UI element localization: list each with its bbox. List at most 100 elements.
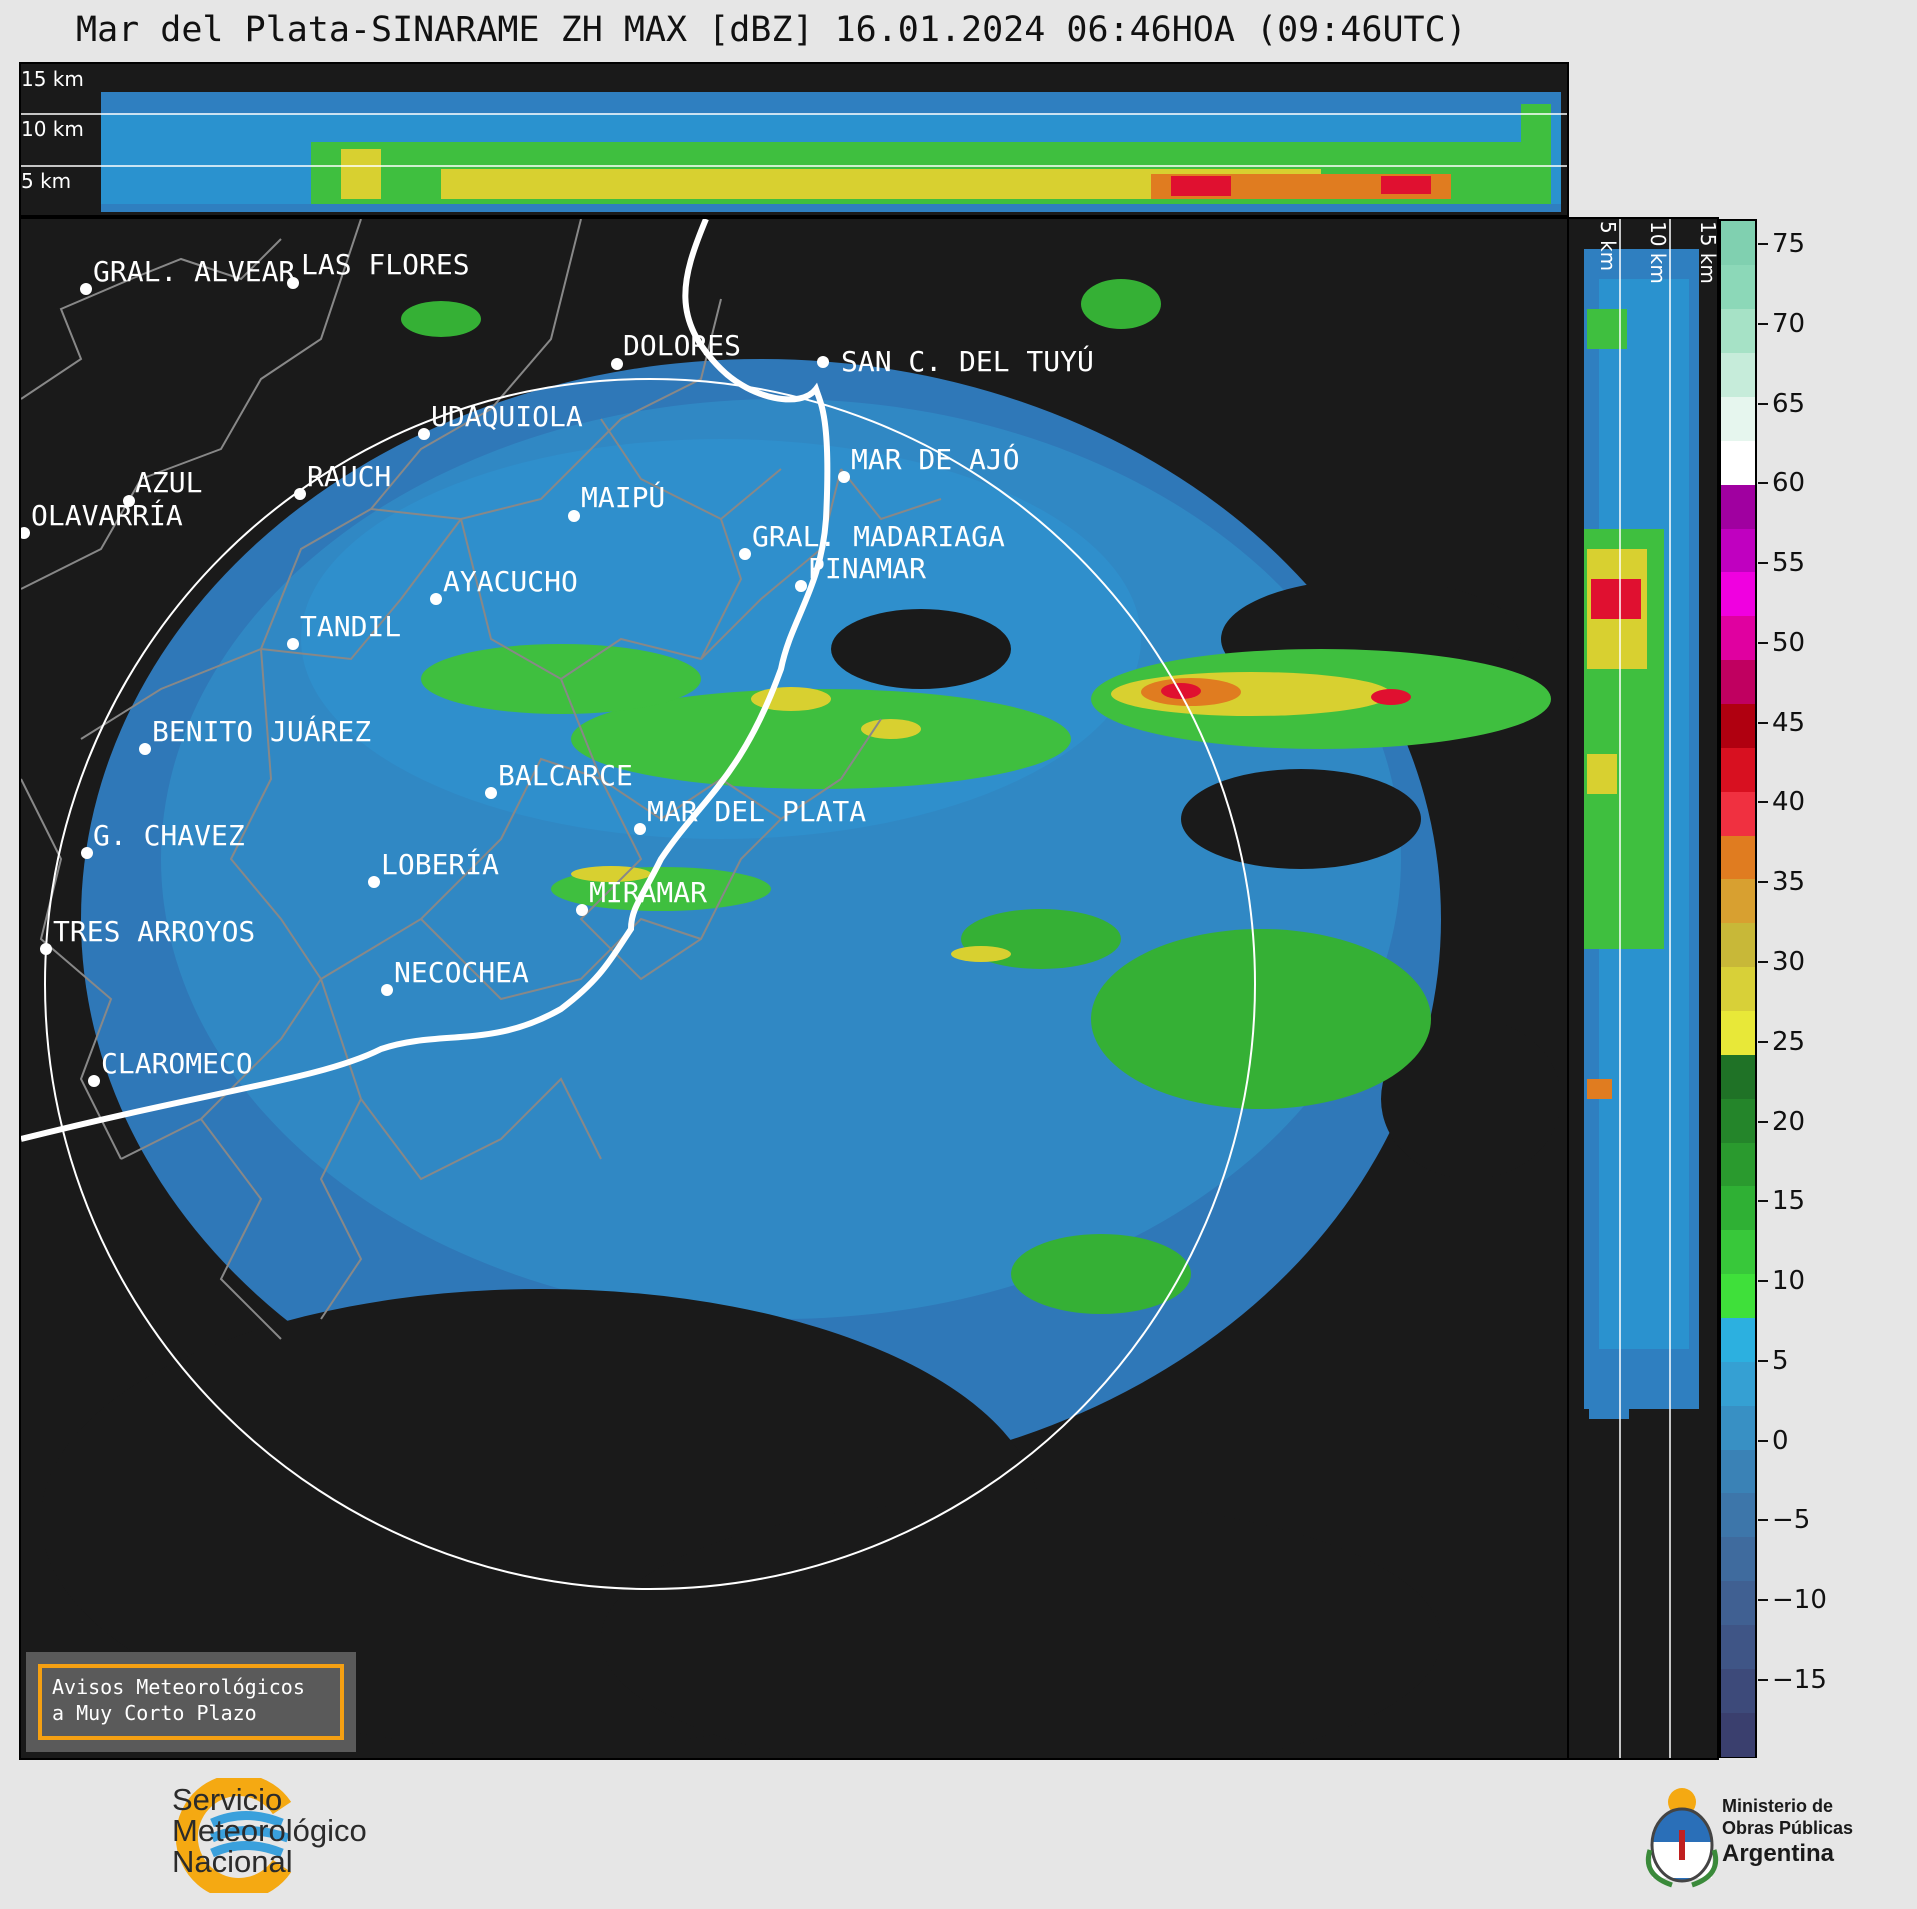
coastline (21, 219, 831, 1142)
side-cross-section: 15 km 10 km 5 km (1567, 217, 1719, 1760)
colorbar-segment (1721, 1273, 1755, 1319)
colorbar-tick-label: 75 (1772, 229, 1806, 259)
city-label-dolores: DOLORES (623, 329, 741, 362)
city-label-balcarce: BALCARCE (498, 759, 633, 792)
city-label-rauch: RAUCH (307, 460, 391, 493)
colorbar-segment (1721, 1668, 1755, 1713)
colorbar-tick (1758, 1200, 1768, 1203)
colorbar-segment (1721, 1361, 1755, 1406)
ministry-logo-text: Ministerio de Obras Públicas Argentina (1722, 1795, 1853, 1869)
colorbar-segment (1721, 791, 1755, 836)
colorbar-segment (1721, 1712, 1755, 1757)
colorbar-tick-label: 35 (1772, 867, 1806, 898)
colorbar-segment (1721, 1010, 1755, 1055)
colorbar-tick-label: 20 (1772, 1106, 1806, 1137)
colorbar-segment (1721, 615, 1755, 661)
smn-line-1: Servicio (172, 1782, 283, 1817)
colorbar-tick-label: −10 (1772, 1585, 1827, 1616)
alt-label-10: 10 km (21, 117, 84, 141)
notice-line-2: a Muy Corto Plazo (52, 1701, 257, 1725)
colorbar-segment (1721, 308, 1755, 354)
colorbar-tick-label: 5 (1772, 1345, 1789, 1376)
mop-line-3: Argentina (1722, 1840, 1835, 1867)
city-label-g-chavez: G. CHAVEZ (93, 819, 245, 852)
colorbar-tick (1758, 322, 1768, 325)
city-label-gral-madariaga: GRAL. MADARIAGA (752, 520, 1005, 553)
top-cross-section: 15 km 10 km 5 km (19, 62, 1569, 217)
colorbar-segment (1721, 1185, 1755, 1231)
side-alt-label-10: 10 km (1646, 221, 1670, 284)
colorbar-segment (1721, 922, 1755, 968)
city-label-loberia: LOBERÍA (381, 847, 499, 881)
notice-panel: Avisos Meteorológicos a Muy Corto Plazo (26, 1652, 356, 1752)
city-label-miramar: MIRAMAR (589, 876, 707, 909)
city-label-san-c-del-tuyu: SAN C. DEL TUYÚ (841, 344, 1094, 378)
city-label-pinamar: PINAMAR (808, 552, 926, 585)
colorbar-segment (1721, 1492, 1755, 1538)
argentina-coat-of-arms-icon (1645, 1788, 1719, 1888)
colorbar-tick (1758, 1359, 1768, 1362)
side-alt-label-15: 15 km (1696, 221, 1719, 284)
colorbar-segment (1721, 264, 1755, 310)
city-label-mar-del-plata: MAR DEL PLATA (647, 795, 866, 828)
city-labels: GRAL. ALVEAR LAS FLORES DOLORES SAN C. D… (31, 248, 1094, 1080)
colorbar-tick (1758, 1040, 1768, 1043)
city-label-las-flores: LAS FLORES (301, 248, 470, 281)
colorbar-tick (1758, 961, 1768, 963)
colorbar-tick-label: 0 (1772, 1425, 1789, 1456)
city-label-gral-alvear: GRAL. ALVEAR (93, 255, 295, 288)
colorbar-segment (1721, 221, 1755, 266)
colorbar-tick (1758, 1280, 1768, 1283)
colorbar-segment (1721, 528, 1755, 573)
notice-box: Avisos Meteorológicos a Muy Corto Plazo (38, 1664, 344, 1740)
city-label-tandil: TANDIL (300, 610, 401, 643)
colorbar-segment (1721, 1405, 1755, 1450)
colorbar-tick (1758, 482, 1768, 485)
colorbar-tick (1758, 1519, 1768, 1522)
colorbar-tick (1758, 721, 1768, 724)
colorbar-segment (1721, 1142, 1755, 1187)
colorbar-segment (1721, 1229, 1755, 1275)
colorbar-segment (1721, 440, 1755, 485)
notice-line-1: Avisos Meteorológicos (52, 1675, 305, 1699)
colorbar-tick-label: −5 (1772, 1505, 1811, 1536)
city-label-necochea: NECOCHEA (394, 956, 529, 989)
colorbar-segment (1721, 1317, 1755, 1362)
city-label-mar-de-ajo: MAR DE AJÓ (851, 442, 1020, 476)
colorbar-segment (1721, 1449, 1755, 1494)
colorbar-tick-label: 60 (1772, 468, 1806, 499)
colorbar-tick-label: 15 (1772, 1186, 1806, 1217)
mop-line-2: Obras Públicas (1722, 1818, 1854, 1838)
side-alt-label-5: 5 km (1596, 221, 1620, 271)
colorbar-tick-label: 10 (1772, 1266, 1806, 1297)
colorbar-segment (1721, 835, 1755, 880)
colorbar-segment (1721, 966, 1755, 1012)
colorbar-tick (1758, 243, 1768, 245)
colorbar-tick (1758, 801, 1768, 804)
smn-line-2: Meteorológico (172, 1813, 367, 1848)
city-markers (21, 277, 850, 1087)
colorbar-tick (1758, 402, 1768, 405)
colorbar (1719, 219, 1757, 1758)
colorbar-tick (1758, 562, 1768, 565)
colorbar-tick-label: 45 (1772, 707, 1806, 738)
colorbar-tick (1758, 1599, 1768, 1602)
colorbar-tick-label: 65 (1772, 388, 1806, 419)
colorbar-tick (1758, 641, 1768, 644)
colorbar-tick-label: 30 (1772, 947, 1806, 977)
colorbar-segment (1721, 484, 1755, 529)
colorbar-tick (1758, 1120, 1768, 1123)
colorbar-segment (1721, 878, 1755, 924)
colorbar-tick-label: 70 (1772, 308, 1806, 339)
colorbar-tick-label: 50 (1772, 627, 1806, 658)
colorbar-segment (1721, 1098, 1755, 1143)
city-label-claromeco: CLAROMECO (101, 1047, 253, 1080)
colorbar-tick (1758, 881, 1768, 884)
smn-line-3: Nacional (172, 1844, 293, 1879)
radar-range-ring (44, 378, 1256, 1590)
city-label-benito-juarez: BENITO JUÁREZ (152, 714, 371, 748)
colorbar-segment (1721, 1580, 1755, 1626)
colorbar-segment (1721, 396, 1755, 441)
city-label-olavarria: OLAVARRÍA (31, 498, 183, 532)
colorbar-segment (1721, 659, 1755, 705)
